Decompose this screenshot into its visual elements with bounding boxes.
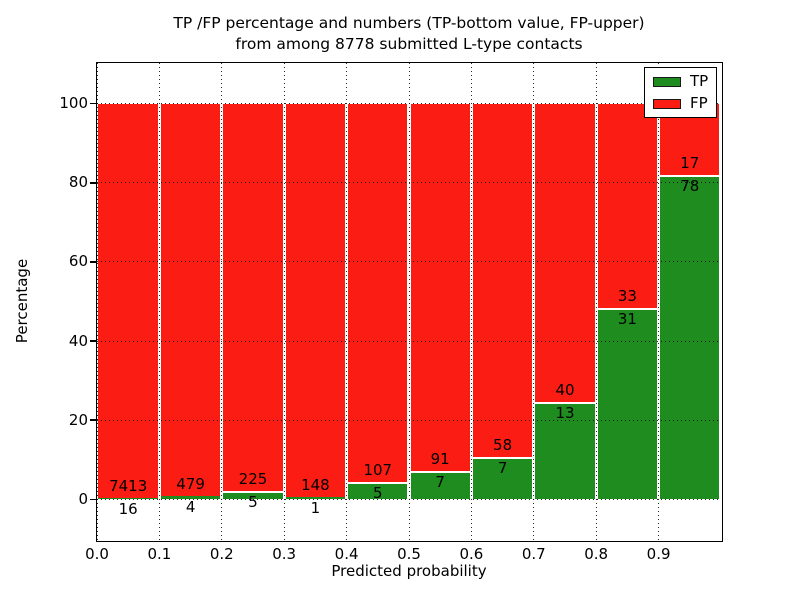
gridline-vertical [221,63,223,540]
legend-label-fp: FP [690,94,708,112]
bar-label-fp: 107 [363,460,393,479]
chart-title-line2: from among 8778 submitted L-type contact… [235,35,583,53]
x-tick-label: 0.5 [397,545,421,563]
y-tick-label: 40 [68,331,88,350]
bar-segment-tp [597,307,658,500]
x-tick-label: 0.0 [85,545,109,563]
plot-area [95,61,723,542]
legend-label-tp: TP [690,72,709,90]
gridline-vertical [533,63,535,540]
bar-segment-tp [223,490,283,500]
gridline-vertical [96,63,98,540]
x-tick-label: 0.9 [646,545,671,563]
bar-segment-tp [348,481,408,500]
y-tick-mark [90,340,96,342]
y-tick-mark [90,419,96,421]
bar-label-tp: 4 [185,497,196,516]
gridline-horizontal [97,498,721,500]
gridline-vertical [158,63,160,540]
x-tick-label: 0.6 [459,545,484,563]
bar-label-fp: 148 [301,475,330,494]
bar-segment-fp [348,103,408,482]
legend-swatch-fp [653,98,681,109]
bar-segment-fp [285,103,346,497]
bar-segment-fp [597,103,658,308]
bar-segment-fp [535,103,595,403]
chart-title-line1: TP /FP percentage and numbers (TP-bottom… [173,14,645,32]
bar-label-fp: 479 [176,474,205,493]
x-tick-label: 0.3 [272,545,297,563]
bar-segment-tp [472,456,533,500]
y-tick-mark [90,102,96,105]
bar-segment-fp [472,103,533,457]
bar-segment-tp [160,495,221,500]
gridline-vertical [470,63,472,540]
bar-label-tp: 31 [617,309,637,328]
bar-label-tp: 13 [555,404,575,423]
bar-segment-fp [410,103,470,471]
x-tick-label: 0.7 [521,545,546,563]
gridline-horizontal [97,103,721,105]
bar-segment-tp [410,471,470,500]
gridline-vertical [283,63,285,540]
y-tick-mark [90,261,96,263]
bar-segment-tp [535,402,595,500]
x-axis-label: Predicted probability [331,562,487,580]
bar-segment-fp [223,103,283,491]
bar-label-tp: 1 [310,498,321,517]
y-tick-label: 20 [68,410,88,429]
x-tick-label: 0.4 [334,545,359,563]
legend-item-tp: TP [653,74,708,89]
bar-label-fp: 40 [555,381,575,400]
y-tick-label: 60 [68,252,88,271]
bar-label-tp: 7 [435,473,445,491]
y-tick-mark [90,498,96,500]
gridline-vertical [346,63,348,540]
legend-item-fp: FP [653,96,708,111]
bar-segment-fp [160,103,221,496]
bar-label-fp: 58 [493,435,513,454]
bar-segment-fp [97,103,158,499]
gridline-vertical [408,63,410,540]
legend: TP FP [644,67,718,118]
y-axis-label: Percentage [13,258,31,344]
y-tick-label: 80 [68,173,88,192]
y-tick-label: 100 [59,94,88,113]
x-tick-label: 0.2 [209,545,234,563]
bar-label-tp: 5 [248,492,258,511]
bar-label-tp: 7 [497,458,508,477]
bar-label-tp: 16 [118,500,138,519]
bar-segment-tp [285,496,346,500]
bar-label-fp: 91 [430,450,450,468]
bar-label-fp: 33 [617,286,637,305]
x-tick-label: 0.8 [584,545,609,563]
bar-label-fp: 17 [680,153,700,172]
gridline-vertical [658,63,660,540]
gridline-horizontal [97,419,721,421]
bar-label-fp: 7413 [109,477,148,496]
y-tick-mark [90,182,96,184]
gridline-horizontal [97,182,721,184]
x-tick-label: 0.1 [147,545,172,563]
legend-swatch-tp [653,76,681,87]
y-tick-label: 0 [78,489,88,508]
bar-label-tp: 5 [373,483,383,502]
gridline-vertical [595,63,597,540]
gridline-horizontal [97,261,721,263]
bar-label-fp: 225 [238,469,268,488]
bar-segment-tp [660,174,720,500]
bar-label-tp: 78 [680,176,700,195]
gridline-horizontal [97,340,721,342]
